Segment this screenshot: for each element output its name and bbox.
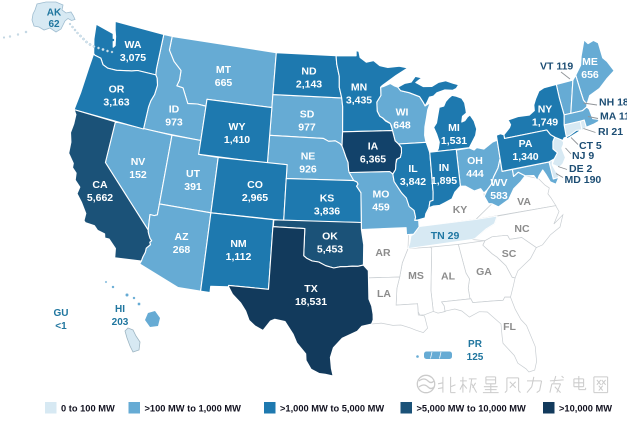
svg-text:VT 119: VT 119 (540, 61, 573, 73)
svg-text:LA: LA (377, 288, 391, 300)
svg-text:MS: MS (408, 270, 424, 282)
svg-text:NJ 9: NJ 9 (572, 150, 594, 162)
svg-text:DE 2: DE 2 (569, 163, 593, 175)
svg-text:>1,000 MW to 5,000 MW: >1,000 MW to 5,000 MW (280, 404, 384, 414)
svg-text:>100 MW to 1,000 MW: >100 MW to 1,000 MW (145, 404, 242, 414)
svg-text:AL: AL (441, 271, 456, 283)
svg-text:SC: SC (502, 248, 517, 260)
svg-text:MD 190: MD 190 (565, 174, 602, 186)
svg-text:AR: AR (375, 247, 391, 259)
svg-text:NM1,112: NM 1,112 (226, 238, 252, 263)
svg-text:GA: GA (476, 266, 492, 278)
svg-text:NH 185: NH 185 (599, 97, 627, 109)
svg-text:RI 21: RI 21 (598, 126, 623, 138)
svg-text:FL: FL (503, 321, 516, 333)
svg-text:CT 5: CT 5 (579, 140, 602, 152)
svg-text:>10,000 MW: >10,000 MW (559, 404, 612, 414)
svg-text:NC: NC (514, 223, 530, 235)
svg-text:0 to 100 MW: 0 to 100 MW (61, 404, 115, 414)
svg-text:IA6,365: IA 6,365 (360, 141, 386, 166)
svg-text:KY: KY (453, 204, 468, 216)
svg-text:MA 115: MA 115 (600, 111, 627, 123)
svg-text:CO2,965: CO 2,965 (242, 179, 268, 204)
svg-text:VA: VA (517, 196, 531, 208)
svg-text:>5,000 MW to 10,000 MW: >5,000 MW to 10,000 MW (417, 404, 526, 414)
svg-text:TN 29: TN 29 (431, 230, 460, 242)
